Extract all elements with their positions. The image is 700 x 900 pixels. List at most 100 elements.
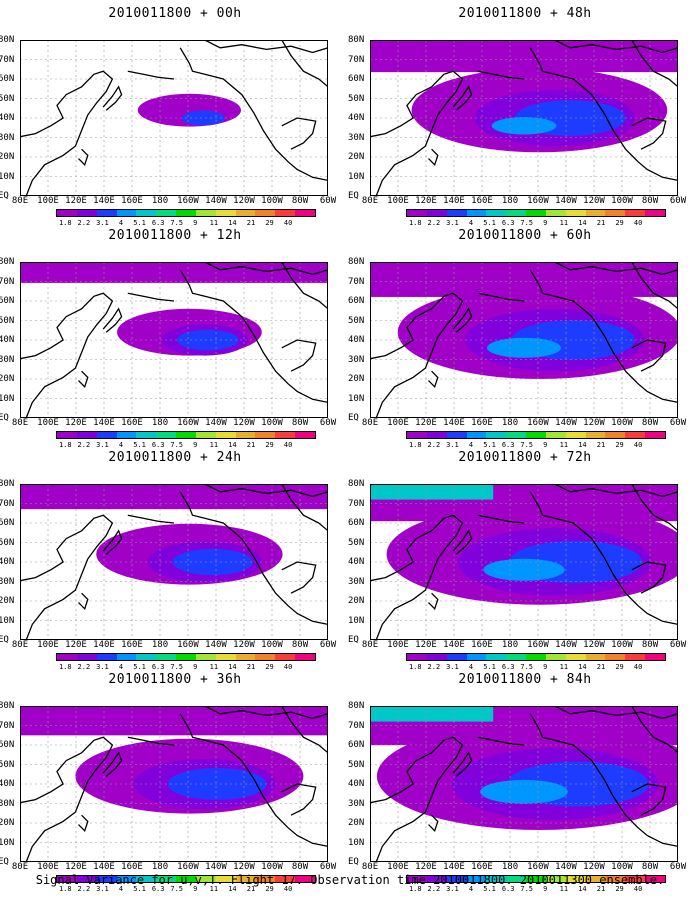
legend-swatch (235, 210, 256, 216)
legend-swatch (255, 876, 276, 882)
legend-label: 9 (543, 219, 548, 227)
longitude-label: 100E (387, 640, 409, 650)
map-frame (370, 262, 678, 418)
legend-label: 29 (265, 663, 274, 671)
legend-label: 11 (209, 663, 219, 671)
legend-swatch (625, 432, 646, 438)
arctic-variance-band (370, 40, 678, 73)
legend-swatch (466, 210, 487, 216)
legend-swatch (255, 210, 276, 216)
longitude-label: 120W (583, 418, 605, 428)
legend-swatch (136, 654, 157, 660)
legend-label: 5.1 (483, 219, 496, 227)
longitude-label: 140E (93, 640, 115, 650)
coastline (631, 262, 678, 310)
longitude-label: 120W (583, 196, 605, 206)
latitude-label: 30N (348, 354, 365, 365)
legend-label: 4 (118, 441, 124, 449)
longitude-label: 140W (555, 196, 577, 206)
legend-swatch (645, 432, 665, 438)
latitude-label: 20N (348, 596, 365, 606)
map-panel: 2010011800 + 12h 80N 70N 60N 50N 40N 30N 20N 10N… (0, 222, 350, 449)
longitude-label: 120E (65, 418, 87, 428)
legend-swatch (215, 210, 236, 216)
coastline (204, 484, 328, 498)
longitude-label: 180 (501, 862, 519, 872)
map-plot: 80N 70N 60N 50N 40N 30N 20N 10N EQ (348, 702, 678, 867)
legend-swatch (176, 876, 196, 882)
legend-label: 29 (615, 885, 624, 893)
longitude-label: 160W (527, 196, 549, 206)
legend-label: 11 (209, 885, 219, 893)
panel-title: 2010011800 + 84h (458, 672, 592, 687)
legend-label: 11 (559, 219, 569, 227)
map-frame (370, 40, 678, 196)
legend-swatch (506, 876, 527, 882)
map-frame (20, 262, 328, 418)
legend-swatch (136, 876, 157, 882)
legend-swatch (295, 654, 315, 660)
legend-label: 9 (543, 441, 548, 449)
variance-region-high (181, 110, 225, 126)
coastline (529, 713, 678, 848)
legend-swatch (96, 654, 117, 660)
latitude-label: 40N (348, 557, 365, 567)
coastline (179, 491, 328, 626)
legend-label: 2.2 (77, 441, 91, 449)
coastline (477, 514, 525, 524)
longitude-label: 140E (443, 196, 465, 206)
coastline (631, 117, 667, 150)
coastline (554, 484, 678, 498)
coastline (20, 514, 114, 640)
longitude-label: 80E (361, 862, 379, 872)
legend-swatch (57, 654, 77, 660)
latitude-label: 40N (0, 779, 15, 789)
legend-label: 7.5 (520, 219, 534, 227)
legend-swatch (526, 210, 546, 216)
latitude-label: EQ (348, 635, 359, 645)
longitude-label: 120E (65, 196, 87, 206)
variance-region-peak (483, 558, 565, 581)
map-plot: 80N 70N 60N 50N 40N 30N 20N 10N EQ (348, 258, 678, 423)
panel-title: 2010011800 + 12h (108, 228, 242, 243)
variance-region-peak (480, 779, 568, 804)
longitude-label: 160E (471, 640, 493, 650)
legend-swatch (295, 210, 315, 216)
arctic-variance-band (20, 484, 328, 510)
legend-label: 5.1 (483, 885, 496, 893)
legend-swatch (466, 654, 487, 660)
legend-swatch (235, 654, 256, 660)
latitude-label: 20N (348, 374, 365, 384)
legend-swatch (585, 432, 606, 438)
longitude-label: 80W (291, 196, 309, 206)
legend-label: 2.2 (427, 663, 441, 671)
longitude-label: 60W (669, 418, 687, 428)
arctic-variance-band (20, 706, 328, 736)
legend-label: 21 (246, 885, 256, 893)
legend-swatch (545, 654, 566, 660)
legend-label: 1.8 (58, 885, 72, 893)
legend-swatch (486, 876, 507, 882)
legend-label: 9 (193, 663, 198, 671)
latitude-label: 20N (0, 818, 15, 828)
latitude-label: 30N (0, 576, 15, 587)
panel-title: 2010011800 + 00h (108, 6, 242, 21)
variance-map (20, 706, 328, 862)
variance-region-high (172, 548, 253, 576)
coastline (281, 561, 317, 594)
longitude-label: 120E (415, 196, 437, 206)
legend-swatch (275, 876, 296, 882)
legend-label: 1.8 (408, 219, 422, 227)
legend-swatch (156, 654, 177, 660)
legend-swatch (506, 654, 527, 660)
map-panel: 2010011800 + 72h 80N 70N 60N 50N 40N 30N 20N 10N… (348, 444, 700, 671)
legend-label: 6.3 (501, 219, 515, 227)
legend-swatch (645, 654, 665, 660)
legend-swatch (526, 432, 546, 438)
longitude-label: 100W (611, 196, 633, 206)
longitude-label: 140E (443, 418, 465, 428)
latitude-label: 30N (348, 798, 365, 809)
legend-swatch (76, 210, 97, 216)
latitude-label: 30N (0, 798, 15, 809)
legend-label: 1.8 (408, 441, 422, 449)
